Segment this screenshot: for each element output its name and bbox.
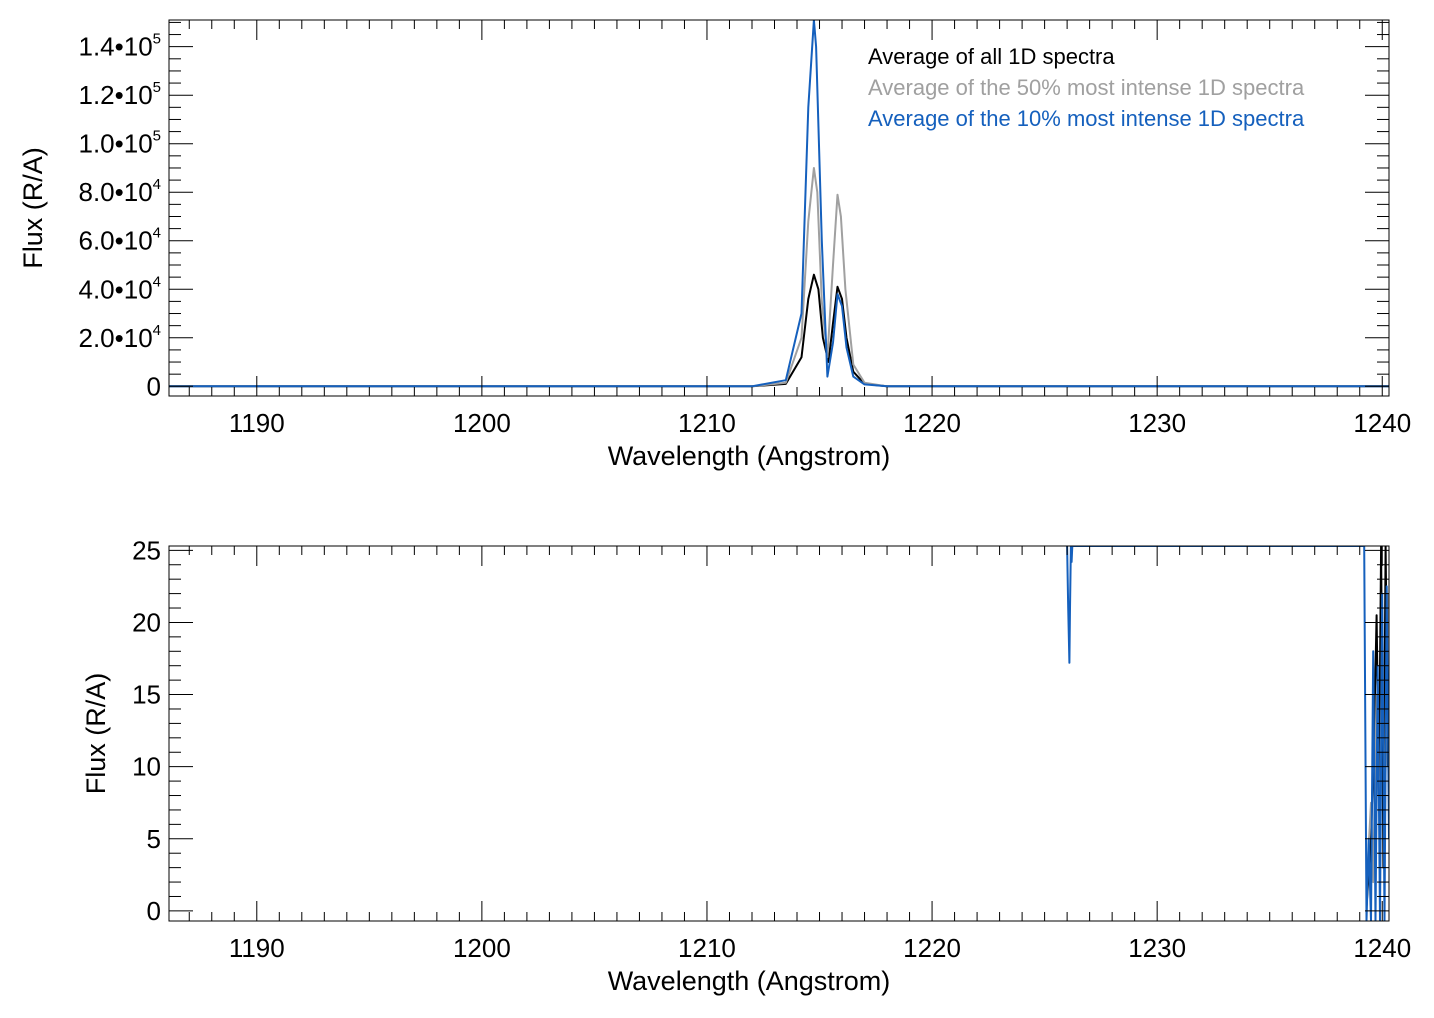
y-tick-mantissa: 1.4•10 <box>78 32 152 62</box>
x-tick-label: 1230 <box>1128 933 1186 963</box>
y-tick-label: 1.2•105 <box>78 79 161 110</box>
y-tick-label: 8.0•104 <box>78 176 161 207</box>
y-tick-mantissa: 8.0•10 <box>78 177 152 207</box>
y-tick-mantissa: 10 <box>132 752 161 782</box>
y-tick-label: 1.4•105 <box>78 31 161 62</box>
x-axis-title: Wavelength (Angstrom) <box>608 441 891 471</box>
y-tick-mantissa: 0 <box>147 896 161 926</box>
series-line-all <box>169 273 1389 388</box>
y-tick-label: 0 <box>147 896 161 926</box>
y-tick-mantissa: 15 <box>132 680 161 710</box>
y-tick-exponent: 5 <box>153 31 161 48</box>
plot-frame <box>168 545 1390 922</box>
x-tick-label: 1240 <box>1353 933 1411 963</box>
legend: Average of all 1D spectra Average of the … <box>868 44 1305 131</box>
plot-area <box>169 20 1389 388</box>
y-tick-exponent: 4 <box>153 176 161 193</box>
y-tick-label: 6.0•104 <box>78 225 161 256</box>
y-tick-exponent: 5 <box>153 79 161 96</box>
plot-area <box>1066 546 1389 921</box>
y-axis-title: Flux (R/A) <box>81 673 111 795</box>
plot-frame <box>168 19 1390 397</box>
top-panel: 1190 1200 1210 1220 1230 124002.0•1044.0•1046… <box>18 19 1411 471</box>
legend-entry-all: Average of all 1D spectra <box>868 44 1115 69</box>
series-line-top10 <box>169 20 1389 388</box>
y-tick-mantissa: 6.0•10 <box>78 226 152 256</box>
y-tick-label: 1.0•105 <box>78 128 161 159</box>
y-tick-label: 10 <box>132 752 161 782</box>
y-tick-mantissa: 5 <box>147 824 161 854</box>
axis-ticks <box>169 546 1389 921</box>
x-tick-label: 1230 <box>1128 408 1186 438</box>
x-tick-label: 1200 <box>453 408 511 438</box>
y-tick-label: 20 <box>132 607 161 637</box>
y-tick-exponent: 4 <box>153 273 161 290</box>
x-tick-label: 1200 <box>453 933 511 963</box>
x-tick-label: 1220 <box>903 408 961 438</box>
y-tick-mantissa: 1.2•10 <box>78 80 152 110</box>
y-tick-label: 5 <box>147 824 161 854</box>
x-tick-label: 1240 <box>1353 408 1411 438</box>
bottom-panel: 1190 1200 1210 1220 1230 1240 0 5 10 15 20 25 Wavele… <box>81 535 1411 996</box>
y-axis-title: Flux (R/A) <box>18 147 48 269</box>
y-tick-mantissa: 4.0•10 <box>78 274 152 304</box>
y-tick-exponent: 4 <box>153 225 161 242</box>
series-line-top50 <box>169 167 1389 388</box>
series-line-top10 <box>1066 546 1389 921</box>
y-tick-label: 25 <box>132 535 161 565</box>
y-tick-exponent: 5 <box>153 128 161 145</box>
y-tick-exponent: 4 <box>153 322 161 339</box>
y-tick-label: 0 <box>147 371 161 401</box>
legend-entry-top10: Average of the 10% most intense 1D spect… <box>868 106 1305 131</box>
x-tick-label: 1190 <box>229 408 285 438</box>
axis-ticks <box>169 20 1389 396</box>
x-tick-label: 1220 <box>903 933 961 963</box>
y-tick-mantissa: 2.0•10 <box>78 323 152 353</box>
x-tick-label: 1210 <box>678 408 736 438</box>
y-tick-label: 15 <box>132 680 161 710</box>
y-tick-mantissa: 0 <box>147 371 161 401</box>
y-tick-mantissa: 25 <box>132 535 161 565</box>
y-tick-mantissa: 20 <box>132 607 161 637</box>
y-tick-label: 2.0•104 <box>78 322 161 353</box>
legend-entry-top50: Average of the 50% most intense 1D spect… <box>868 75 1305 100</box>
y-tick-label: 4.0•104 <box>78 273 161 304</box>
y-tick-mantissa: 1.0•10 <box>78 129 152 159</box>
x-tick-label: 1210 <box>678 933 736 963</box>
x-tick-label: 1190 <box>229 933 285 963</box>
x-axis-title: Wavelength (Angstrom) <box>608 966 891 996</box>
